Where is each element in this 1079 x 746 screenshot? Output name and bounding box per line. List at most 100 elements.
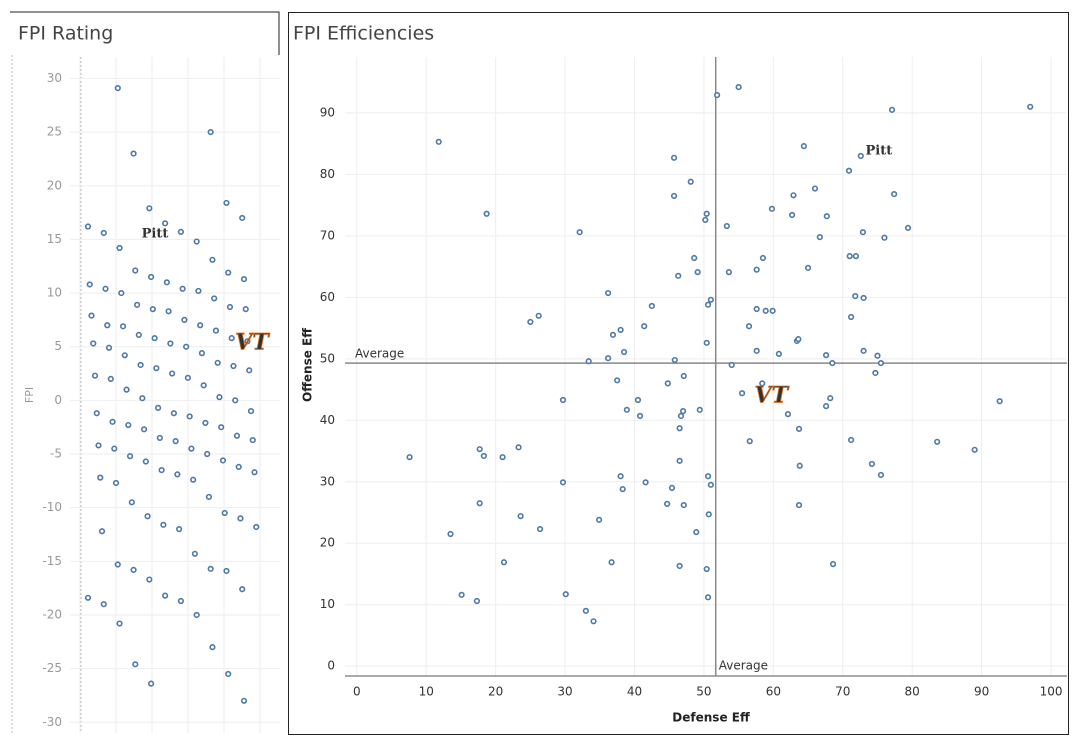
team-point xyxy=(114,561,121,568)
team-point xyxy=(230,362,237,370)
team-point xyxy=(852,293,859,300)
team-point xyxy=(585,358,592,365)
team-point xyxy=(207,565,214,572)
team-point xyxy=(162,592,169,599)
team-point xyxy=(517,513,524,520)
team-point xyxy=(153,365,160,372)
team-point xyxy=(811,185,819,192)
team-point xyxy=(476,500,483,507)
team-point xyxy=(244,338,251,345)
team-point xyxy=(140,426,148,433)
team-point xyxy=(84,223,92,230)
team-point xyxy=(934,438,941,445)
team-point xyxy=(165,308,172,315)
team-point xyxy=(177,228,184,236)
team-point xyxy=(535,312,542,319)
team-point xyxy=(447,530,454,538)
team-point xyxy=(235,463,242,470)
y-tick-label: -15 xyxy=(42,554,62,568)
team-point xyxy=(857,152,864,160)
y-tick-label: -5 xyxy=(50,447,62,461)
team-point xyxy=(634,396,642,404)
team-point xyxy=(476,446,483,453)
team-point xyxy=(845,167,853,174)
team-point xyxy=(214,359,221,366)
team-point xyxy=(240,697,248,704)
team-point xyxy=(614,377,621,384)
team-point xyxy=(225,670,232,678)
team-point xyxy=(483,210,490,217)
team-point xyxy=(704,301,712,308)
team-point xyxy=(147,680,155,687)
team-point xyxy=(617,473,624,480)
team-point xyxy=(132,267,139,274)
team-point xyxy=(86,281,93,288)
team-point xyxy=(435,138,442,145)
team-point xyxy=(139,395,146,402)
team-point xyxy=(847,436,855,444)
team-point xyxy=(559,479,567,486)
y-tick-label: -25 xyxy=(42,661,62,675)
team-point xyxy=(499,454,506,461)
y-tick-label: -20 xyxy=(42,607,62,621)
team-point xyxy=(209,644,216,651)
team-point xyxy=(676,562,683,570)
team-point xyxy=(590,618,597,625)
team-point xyxy=(888,106,896,113)
team-point xyxy=(636,412,644,420)
team-point xyxy=(971,446,978,453)
team-point xyxy=(193,611,200,619)
team-point xyxy=(473,597,481,605)
team-point xyxy=(703,565,710,573)
team-point xyxy=(623,406,630,413)
x-tick-label: 20 xyxy=(488,685,503,699)
team-point xyxy=(694,269,701,276)
team-point xyxy=(738,390,746,397)
team-point xyxy=(641,323,648,330)
team-point xyxy=(200,382,207,389)
team-point xyxy=(823,403,830,410)
team-point xyxy=(98,528,106,535)
team-point xyxy=(707,296,714,303)
team-point xyxy=(151,335,158,342)
team-point xyxy=(703,339,710,346)
y-tick-label: 20 xyxy=(320,536,335,550)
team-point xyxy=(102,285,109,292)
team-point xyxy=(904,224,912,231)
y-tick-label: 0 xyxy=(54,393,62,407)
y-tick-label: 10 xyxy=(47,286,62,300)
team-point xyxy=(675,272,682,279)
team-point xyxy=(225,269,232,276)
team-point xyxy=(167,340,174,347)
team-point xyxy=(725,269,733,276)
team-point xyxy=(608,559,615,566)
team-point xyxy=(775,350,782,357)
team-point xyxy=(759,254,767,262)
y-tick-label: 30 xyxy=(320,474,335,488)
team-point xyxy=(191,550,199,557)
team-point xyxy=(680,372,687,380)
team-point xyxy=(163,279,170,286)
y-tick-label: 0 xyxy=(327,659,335,673)
team-point xyxy=(515,444,522,451)
team-point xyxy=(702,216,709,223)
team-point xyxy=(860,347,867,354)
team-point xyxy=(176,526,183,533)
team-point xyxy=(223,199,230,207)
team-point xyxy=(795,425,803,432)
team-point xyxy=(118,289,125,297)
x-axis-label: Defense Eff xyxy=(672,711,750,725)
team-point xyxy=(745,323,753,330)
team-point xyxy=(1027,103,1034,110)
team-point xyxy=(104,322,111,329)
team-point xyxy=(212,327,220,334)
team-point xyxy=(111,445,118,452)
team-point xyxy=(707,481,714,488)
team-point xyxy=(216,394,223,401)
team-point xyxy=(149,306,156,313)
team-point xyxy=(204,450,211,458)
team-point xyxy=(219,457,227,464)
team-point xyxy=(221,509,228,517)
team-point xyxy=(784,411,792,418)
